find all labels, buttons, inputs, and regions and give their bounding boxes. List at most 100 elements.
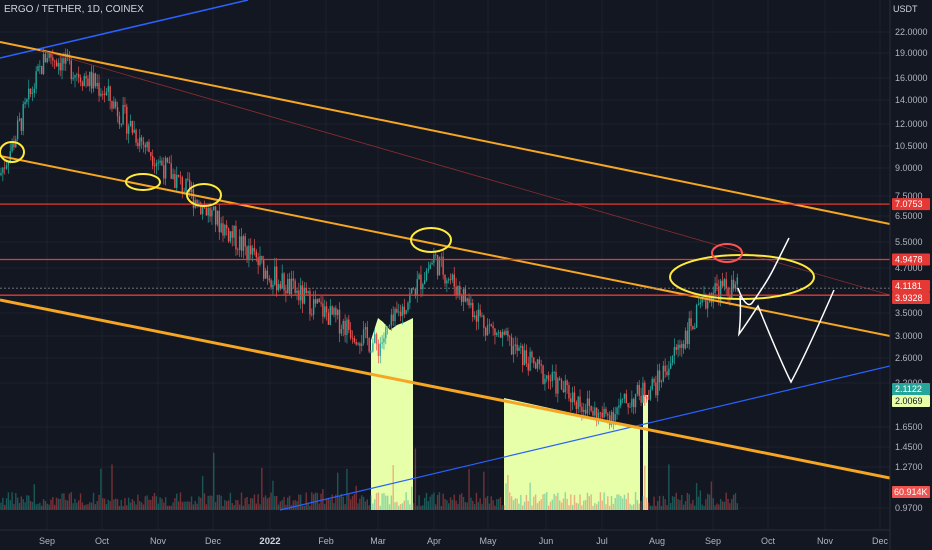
candle-body bbox=[240, 236, 243, 251]
volume-bar bbox=[694, 505, 696, 510]
volume-bar bbox=[614, 498, 616, 510]
candle-body bbox=[433, 254, 435, 263]
volume-bar bbox=[72, 503, 74, 510]
price-axis-panel[interactable] bbox=[890, 0, 932, 550]
candle-body bbox=[446, 280, 448, 284]
candle-body bbox=[229, 231, 232, 242]
candle-body bbox=[231, 231, 233, 238]
candle-body bbox=[314, 299, 317, 304]
volume-bar bbox=[383, 493, 385, 510]
volume-bar bbox=[625, 498, 627, 510]
time-tick-label: Oct bbox=[761, 536, 776, 546]
volume-bar bbox=[438, 492, 441, 510]
volume-bar bbox=[127, 497, 130, 510]
volume-bar bbox=[203, 493, 206, 510]
candle-body bbox=[721, 280, 724, 287]
volume-bar bbox=[448, 503, 450, 510]
candle-body bbox=[220, 223, 222, 233]
volume-bar bbox=[102, 498, 104, 510]
candle-body bbox=[531, 351, 533, 358]
volume-bar bbox=[68, 493, 71, 510]
volume-bar bbox=[31, 501, 34, 510]
candle-body bbox=[736, 277, 738, 285]
volume-bar bbox=[523, 501, 526, 510]
volume-bar bbox=[703, 505, 705, 510]
volume-bar bbox=[89, 502, 91, 510]
price-tick-label: 1.6500 bbox=[895, 422, 923, 432]
volume-bar bbox=[490, 496, 492, 510]
candle-body bbox=[287, 278, 289, 294]
candle-body bbox=[346, 319, 348, 335]
candle-body bbox=[20, 118, 23, 131]
volume-bar bbox=[346, 468, 348, 510]
candle-body bbox=[272, 284, 274, 288]
volume-bar bbox=[4, 504, 6, 510]
volume-bar bbox=[701, 504, 703, 510]
candle-body bbox=[375, 334, 378, 344]
volume-bar bbox=[460, 493, 463, 510]
candle-body bbox=[237, 249, 239, 251]
volume-bar bbox=[259, 504, 261, 510]
candle-body bbox=[695, 305, 698, 328]
volume-bar bbox=[59, 499, 61, 510]
candle-body bbox=[285, 290, 287, 294]
candle-body bbox=[368, 338, 370, 352]
candle-body bbox=[403, 306, 405, 315]
volume-bar bbox=[396, 501, 398, 510]
volume-bar bbox=[263, 497, 265, 510]
candle-body bbox=[379, 343, 381, 357]
volume-bar bbox=[412, 503, 415, 510]
volume-bar bbox=[325, 499, 328, 510]
candle-body bbox=[9, 151, 11, 163]
volume-bar bbox=[658, 495, 661, 510]
volume-bar bbox=[633, 504, 635, 510]
candle-body bbox=[546, 375, 548, 379]
candle-body bbox=[568, 385, 570, 399]
candle-body bbox=[152, 156, 154, 166]
candle-body bbox=[0, 172, 2, 176]
candle-body bbox=[536, 359, 539, 369]
volume-bar bbox=[707, 493, 709, 510]
volume-bar bbox=[562, 498, 565, 510]
volume-bar bbox=[200, 497, 202, 510]
candle-body bbox=[477, 309, 479, 322]
price-tick-label: 3.5000 bbox=[895, 308, 923, 318]
candle-body bbox=[211, 210, 213, 217]
volume-bar bbox=[662, 495, 664, 510]
volume-bar bbox=[486, 495, 489, 510]
candle-body bbox=[222, 223, 224, 236]
price-tags: 7.0753 4.9478 4.1181 3.9328 2.1122 2.0069 60.9… bbox=[892, 198, 930, 498]
candle-body bbox=[644, 382, 646, 397]
candle-body bbox=[207, 207, 209, 216]
volume-bar bbox=[7, 492, 10, 510]
candle-body bbox=[664, 365, 666, 372]
volume-bar bbox=[557, 492, 559, 510]
candle-body bbox=[288, 278, 291, 295]
volume-bar bbox=[440, 505, 442, 510]
candle-body bbox=[116, 107, 119, 117]
candle-body bbox=[216, 210, 219, 225]
candle-body bbox=[39, 66, 41, 67]
volume-bar bbox=[288, 495, 291, 510]
candle-body bbox=[497, 332, 500, 334]
candle-body bbox=[5, 165, 8, 169]
candle-body bbox=[603, 408, 605, 418]
volume-bar bbox=[564, 492, 566, 510]
volume-bar bbox=[274, 496, 276, 510]
volume-bar bbox=[227, 500, 230, 510]
volume-bar bbox=[311, 492, 313, 510]
volume-bar bbox=[533, 496, 535, 510]
candle-body bbox=[616, 407, 618, 415]
volume-bar bbox=[418, 495, 420, 510]
candle-body bbox=[292, 278, 294, 281]
candle-body bbox=[448, 279, 450, 281]
volume-bar bbox=[216, 494, 219, 510]
candle-body bbox=[612, 411, 615, 421]
volume-bar bbox=[534, 494, 537, 510]
volume-bar bbox=[573, 495, 576, 510]
volume-bar bbox=[18, 502, 21, 510]
candle-body bbox=[109, 86, 111, 102]
candle-body bbox=[629, 406, 631, 408]
volume-bar bbox=[253, 494, 256, 510]
